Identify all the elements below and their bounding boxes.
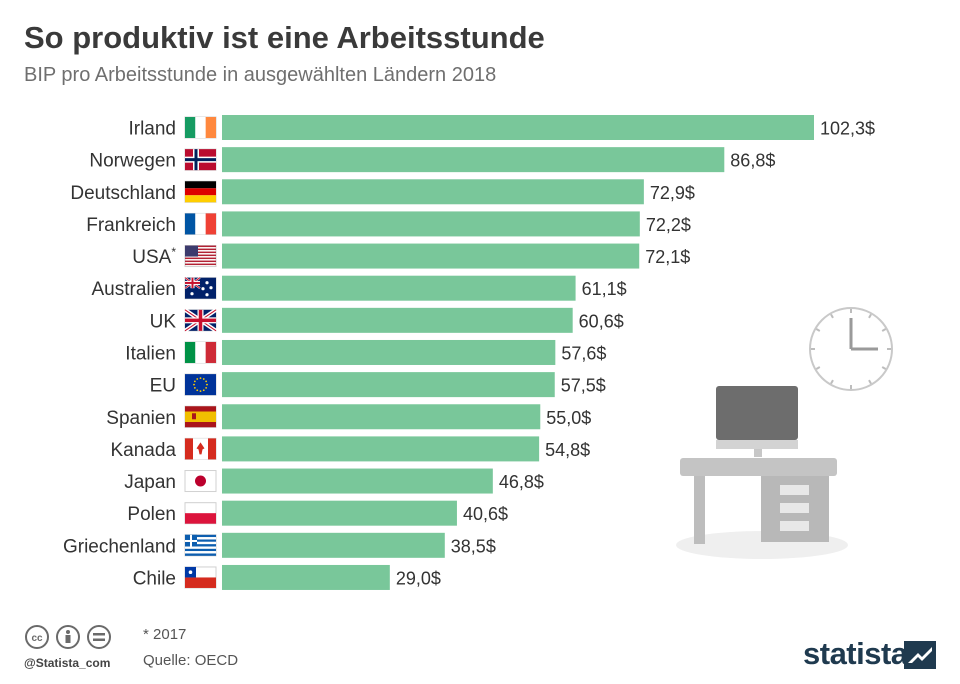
value-label: 72,9$ xyxy=(650,183,695,203)
value-label: 46,8$ xyxy=(499,472,544,492)
bar xyxy=(222,468,493,494)
ireland-flag-icon xyxy=(184,116,217,139)
chart-title: So produktiv ist eine Arbeitsstunde xyxy=(24,20,545,55)
japan-flag-icon xyxy=(184,470,217,493)
bar-row: Norwegen 86,8$ xyxy=(89,147,775,173)
bar-row: Polen 40,6$ xyxy=(127,500,508,526)
category-label: Frankreich xyxy=(86,215,176,236)
no-derivatives-icon xyxy=(87,625,111,649)
bar-row: Chile 29,0$ xyxy=(133,564,441,590)
category-label: UK xyxy=(150,311,177,332)
bar xyxy=(222,532,445,558)
bar-row: Spanien 55,0$ xyxy=(106,404,591,430)
eu-flag-icon xyxy=(184,373,217,396)
bar-row: Australien 61,1$ xyxy=(92,275,627,301)
chile-flag-icon xyxy=(184,566,217,589)
bar xyxy=(222,436,540,462)
category-label: Spanien xyxy=(106,408,176,429)
category-label: Italien xyxy=(125,343,176,364)
bar xyxy=(222,564,390,590)
germany-flag-icon xyxy=(184,180,217,203)
bar xyxy=(222,500,457,526)
value-label: 72,1$ xyxy=(645,247,690,267)
source: Quelle: OECD xyxy=(143,652,239,669)
spain-flag-icon xyxy=(184,405,217,428)
value-label: 60,6$ xyxy=(579,311,624,331)
value-label: 102,3$ xyxy=(820,119,875,139)
value-label: 72,2$ xyxy=(646,215,691,235)
bar xyxy=(222,179,644,205)
norway-flag-icon xyxy=(184,148,217,171)
category-label: Deutschland xyxy=(70,183,176,204)
australia-flag-icon xyxy=(184,276,217,300)
bar-row: Italien 57,6$ xyxy=(125,339,606,365)
value-label: 29,0$ xyxy=(396,568,441,588)
bar xyxy=(222,147,725,173)
bar-row: Japan 46,8$ xyxy=(124,468,544,494)
category-label: Griechenland xyxy=(63,536,176,557)
bar xyxy=(222,339,556,365)
bar-row: Deutschland 72,9$ xyxy=(70,179,695,205)
category-label: Polen xyxy=(127,504,176,525)
desk-illustration xyxy=(676,386,848,559)
bar xyxy=(222,307,573,333)
value-label: 57,5$ xyxy=(561,376,606,396)
category-label: Norwegen xyxy=(89,151,176,172)
bar-row: Frankreich 72,2$ xyxy=(86,211,691,237)
statista-logo[interactable]: statista xyxy=(803,636,908,671)
france-flag-icon xyxy=(184,212,217,235)
canada-flag-icon xyxy=(184,437,217,460)
category-label: Irland xyxy=(128,119,176,140)
svg-text:cc: cc xyxy=(31,633,43,644)
value-label: 57,6$ xyxy=(561,343,606,363)
footnote: * 2017 xyxy=(143,626,187,643)
category-label: Kanada xyxy=(110,440,176,461)
bar xyxy=(222,243,640,269)
clock-illustration xyxy=(809,307,893,391)
value-label: 55,0$ xyxy=(546,408,591,428)
category-label: EU xyxy=(150,376,176,397)
bar xyxy=(222,115,814,140)
attribution-icon xyxy=(56,625,80,649)
bar-row: USA* 72,1$ xyxy=(132,243,690,269)
uk-flag-icon xyxy=(183,308,218,333)
value-label: 54,8$ xyxy=(545,440,590,460)
value-label: 40,6$ xyxy=(463,504,508,524)
value-label: 86,8$ xyxy=(730,151,775,171)
license-icons: cc xyxy=(24,624,124,680)
category-label: Japan xyxy=(124,472,176,493)
bar xyxy=(222,372,555,398)
category-label: Australien xyxy=(92,279,177,300)
bar-row: Kanada 54,8$ xyxy=(110,436,590,462)
italy-flag-icon xyxy=(184,341,217,364)
value-label: 38,5$ xyxy=(451,536,496,556)
poland-flag-icon xyxy=(184,502,217,525)
bar-row: UK 60,6$ xyxy=(150,307,624,333)
category-label: Chile xyxy=(133,568,176,589)
statista-handle: @Statista_com xyxy=(24,656,111,670)
bar xyxy=(222,404,541,430)
creative-commons-icon: cc xyxy=(25,625,49,649)
bar-row: EU 57,5$ xyxy=(150,372,606,398)
greece-flag-icon xyxy=(184,534,217,557)
bar xyxy=(222,275,576,301)
bar-row: Irland 102,3$ xyxy=(128,115,875,140)
usa-flag-icon xyxy=(184,245,217,268)
value-label: 61,1$ xyxy=(582,279,627,299)
bar-row: Griechenland 38,5$ xyxy=(63,532,496,558)
chart-subtitle: BIP pro Arbeitsstunde in ausgewählten Lä… xyxy=(24,64,497,86)
bar xyxy=(222,211,640,237)
statista-logo-icon xyxy=(904,641,936,669)
category-label: USA* xyxy=(132,245,176,268)
